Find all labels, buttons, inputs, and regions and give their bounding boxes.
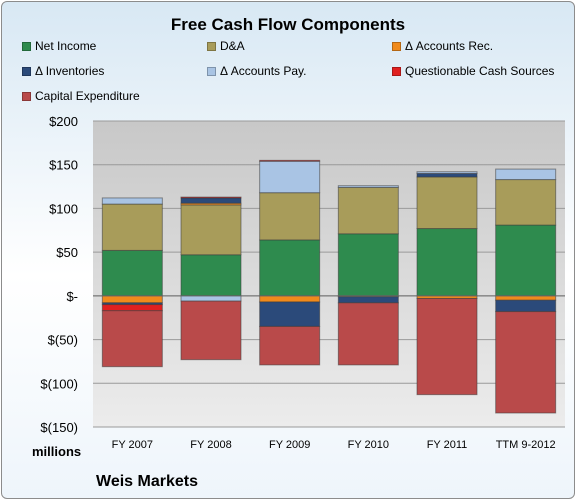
bar-d-a bbox=[337, 186, 399, 235]
bar-net-income bbox=[180, 254, 242, 297]
plot-background bbox=[93, 121, 565, 427]
legend-swatch bbox=[207, 66, 216, 76]
bar-questionable-cash-sources bbox=[101, 304, 163, 312]
bar-accounts-pay bbox=[259, 160, 321, 194]
bar-capital-expenditure bbox=[101, 310, 163, 368]
x-tick-label: FY 2010 bbox=[348, 439, 389, 451]
y-tick-label: $50 bbox=[56, 245, 78, 260]
chart-title: Free Cash Flow Components bbox=[170, 15, 406, 34]
legend-swatch bbox=[207, 41, 216, 51]
bar-accounts-pay bbox=[180, 295, 242, 302]
legend-swatch bbox=[392, 41, 401, 51]
bar-capital-expenditure bbox=[180, 300, 242, 361]
legend-item-accounts-rec: Δ Accounts Rec. bbox=[392, 39, 493, 53]
bar-accounts-pay bbox=[337, 185, 399, 188]
bar-accounts-pay bbox=[101, 197, 163, 205]
x-tick-label: FY 2008 bbox=[190, 439, 231, 451]
bar-accounts-rec bbox=[259, 295, 321, 303]
bar-accounts-rec bbox=[101, 295, 163, 304]
bar-inventories bbox=[259, 301, 321, 327]
y-tick-label: $200 bbox=[49, 114, 78, 129]
legend-label: Δ Accounts Pay. bbox=[220, 64, 307, 78]
bar-capital-expenditure bbox=[337, 302, 399, 366]
bar-questionable-cash-sources bbox=[259, 159, 321, 162]
bar-d-a bbox=[101, 203, 163, 251]
legend-item-d-a: D&A bbox=[207, 39, 245, 53]
y-tick-label: $100 bbox=[49, 201, 78, 216]
bar-capital-expenditure bbox=[495, 311, 557, 414]
bar-inventories bbox=[416, 172, 478, 178]
y-tick-label: $(100) bbox=[40, 376, 78, 391]
y-tick-label: $150 bbox=[49, 158, 78, 173]
bar-net-income bbox=[259, 239, 321, 297]
legend-item-net-income: Net Income bbox=[22, 39, 96, 53]
legend-label: D&A bbox=[220, 39, 245, 53]
bar-capital-expenditure bbox=[416, 297, 478, 396]
company-label: Weis Markets bbox=[96, 473, 198, 490]
legend-swatch bbox=[22, 66, 31, 76]
legend-label: Capital Expenditure bbox=[35, 89, 140, 103]
bar-questionable-cash-sources bbox=[180, 196, 242, 199]
bar-net-income bbox=[495, 224, 557, 297]
bar-d-a bbox=[416, 176, 478, 230]
legend-label: Δ Accounts Rec. bbox=[405, 39, 494, 53]
bar-d-a bbox=[495, 179, 557, 226]
x-tick-label: FY 2011 bbox=[427, 439, 468, 451]
legend-label: Δ Inventories bbox=[35, 64, 105, 78]
legend-item-questionable-cash-sources: Questionable Cash Sources bbox=[392, 64, 554, 78]
legend-label: Net Income bbox=[35, 39, 97, 53]
bar-accounts-rec bbox=[495, 295, 557, 301]
legend-label: Questionable Cash Sources bbox=[405, 64, 555, 78]
bar-inventories bbox=[180, 197, 242, 204]
bar-net-income bbox=[101, 249, 163, 297]
x-tick-label: FY 2009 bbox=[269, 439, 310, 451]
legend-swatch bbox=[392, 66, 401, 76]
bar-net-income bbox=[337, 233, 399, 297]
y-tick-label: $(50) bbox=[48, 333, 78, 348]
y-tick-label: $(150) bbox=[40, 420, 78, 435]
unit-label: millions bbox=[32, 444, 82, 459]
bar-inventories bbox=[495, 299, 557, 313]
legend-item-inventories: Δ Inventories bbox=[22, 64, 104, 78]
bar-d-a bbox=[180, 204, 242, 256]
legend-swatch bbox=[22, 91, 31, 101]
legend-item-capital-expenditure: Capital Expenditure bbox=[22, 89, 140, 103]
bar-accounts-pay bbox=[495, 168, 557, 181]
legend-item-accounts-pay: Δ Accounts Pay. bbox=[207, 64, 307, 78]
x-tick-label: TTM 9-2012 bbox=[496, 439, 556, 451]
bar-d-a bbox=[259, 192, 321, 241]
legend-swatch bbox=[22, 41, 31, 51]
bar-capital-expenditure bbox=[259, 325, 321, 366]
y-tick-label: $- bbox=[66, 289, 78, 304]
bar-inventories bbox=[337, 296, 399, 304]
bar-net-income bbox=[416, 228, 478, 297]
bar-accounts-pay bbox=[416, 171, 478, 174]
x-tick-label: FY 2007 bbox=[112, 439, 153, 451]
